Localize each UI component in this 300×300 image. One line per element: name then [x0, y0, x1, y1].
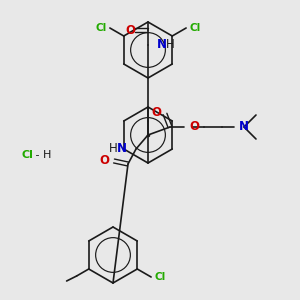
Text: O: O — [125, 23, 135, 37]
Text: - H: - H — [32, 150, 51, 160]
Text: N: N — [239, 121, 249, 134]
Text: Cl: Cl — [96, 23, 107, 33]
Text: N: N — [157, 38, 167, 52]
Text: Cl: Cl — [154, 272, 165, 282]
Text: Cl: Cl — [22, 150, 34, 160]
Text: H: H — [109, 142, 118, 155]
Text: O: O — [189, 121, 199, 134]
Text: O: O — [151, 106, 161, 118]
Text: N: N — [117, 142, 127, 155]
Text: O: O — [99, 154, 109, 167]
Text: Cl: Cl — [189, 23, 200, 33]
Text: H: H — [166, 38, 175, 52]
